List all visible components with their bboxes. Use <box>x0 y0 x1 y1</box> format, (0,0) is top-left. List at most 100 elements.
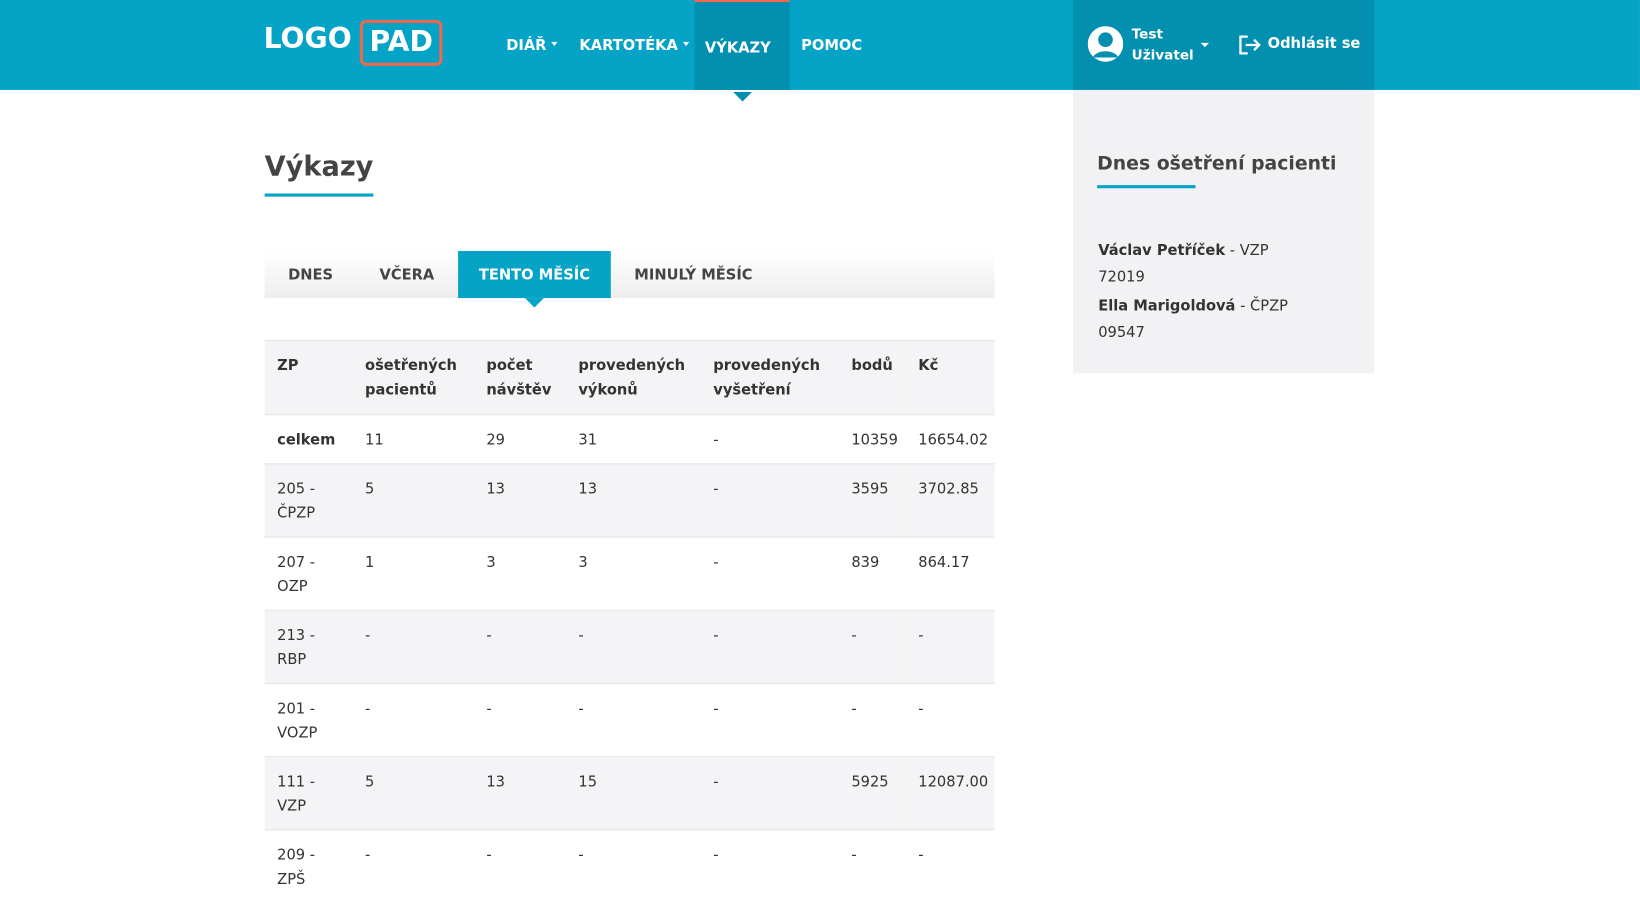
cell: - <box>700 829 839 903</box>
column-header: bodů <box>838 339 906 415</box>
cell: 13 <box>565 463 701 538</box>
cell: - <box>700 609 839 684</box>
table-row: 111 - VZP 5 13 15-5925 12087.00 <box>264 756 995 830</box>
logout-icon <box>1239 35 1261 55</box>
nav-item[interactable]: VÝKAZY <box>694 0 790 102</box>
cell: 5 <box>352 463 474 538</box>
patient-line: Ella Marigoldová - ČPZP <box>1098 294 1359 320</box>
patient: Václav Petříček - VZP 72019 <box>1098 238 1359 290</box>
patient-code: 09547 <box>1098 324 1145 341</box>
header: LOGO PAD DIÁŘ KARTOTÉKA VÝKAZY POMOC Test… <box>0 0 1640 102</box>
tab[interactable]: MINULÝ MĚSÍC <box>634 266 753 284</box>
cell: 3702.85 <box>905 463 995 538</box>
table-row: 207 - OZP 1 3 3-839 864.17 <box>264 536 995 611</box>
user-box: Test Uživatel Odhlásit se <box>1073 0 1375 90</box>
table-row: 213 - RBP - - - - - - <box>264 609 995 684</box>
sidebar: Dnes ošetření pacienti Václav Petříček -… <box>1073 89 1375 374</box>
cell: - <box>700 414 839 464</box>
cell: 3 <box>565 536 701 611</box>
cell: - <box>473 682 566 757</box>
nav-item[interactable]: POMOC <box>801 37 863 55</box>
cell: 839 <box>838 536 906 611</box>
cell: 3 <box>473 536 566 611</box>
patient-code: 72019 <box>1098 268 1145 286</box>
page-title: Výkazy <box>264 152 374 197</box>
user-name: Uživatel <box>1131 48 1194 64</box>
cell: - <box>352 829 474 903</box>
cell: 11 <box>352 414 474 464</box>
cell: - <box>473 829 566 903</box>
report-table: ZP ošetřených pacientů počet návštěv proved… <box>264 339 995 903</box>
cell: 13 <box>473 756 566 830</box>
cell: 15 <box>565 756 701 830</box>
column-header: Kč <box>905 339 995 415</box>
table-row: 209 - ZPŠ - - - - - - <box>264 829 995 903</box>
table-row: 205 - ČPZP 5 13 13-3595 3702.85 <box>264 463 995 538</box>
cell: 5925 <box>838 756 906 830</box>
table-row: celkem 11 29 31-10359 16654.02 <box>264 414 995 464</box>
logout[interactable]: Odhlásit se <box>1267 35 1361 53</box>
cell: - <box>905 682 995 757</box>
cell: - <box>838 682 906 757</box>
user-menu[interactable]: Test Uživatel <box>1132 25 1194 67</box>
column-header: provedených výkonů <box>565 339 701 415</box>
cell: - <box>838 829 906 903</box>
cell: 201 - VOZP <box>264 682 353 757</box>
cell: - <box>905 609 995 684</box>
patient-line: Václav Petříček - VZP <box>1098 238 1359 264</box>
nav-item[interactable]: DIÁŘ <box>496 0 569 90</box>
tab[interactable]: VČERA <box>379 266 435 284</box>
user-icon <box>1087 26 1124 62</box>
cell: 209 - ZPŠ <box>264 829 353 903</box>
cell: 205 - ČPZP <box>264 463 353 538</box>
logo-text: LOGO <box>263 23 352 56</box>
cell: - <box>838 609 906 684</box>
cell: - <box>352 682 474 757</box>
tab[interactable]: DNES <box>288 266 334 284</box>
patient-list: Václav Petříček - VZP 72019 Ella Marigoldo… <box>1098 238 1359 349</box>
patient-insurer: - ČPZP <box>1240 298 1288 315</box>
cell: 16654.02 <box>905 414 995 464</box>
cell: 29 <box>473 414 566 464</box>
user-name: Test <box>1131 27 1163 43</box>
cell: 864.17 <box>905 536 995 611</box>
cell: - <box>565 609 701 684</box>
cell: - <box>700 682 839 757</box>
cell: - <box>700 463 839 538</box>
logo-text: PAD <box>360 19 443 66</box>
tab[interactable]: TENTO MĚSÍC <box>458 251 611 308</box>
cell: 207 - OZP <box>264 536 353 611</box>
cell: - <box>473 609 566 684</box>
cell: - <box>905 829 995 903</box>
cell: 111 - VZP <box>264 756 353 830</box>
table-row: 201 - VOZP - - - - - - <box>264 682 995 757</box>
logo[interactable]: LOGO PAD <box>263 19 443 66</box>
cell: - <box>700 756 839 830</box>
column-header: počet návštěv <box>473 339 566 415</box>
cell: 31 <box>565 414 701 464</box>
cell: - <box>565 829 701 903</box>
cell: 5 <box>352 756 474 830</box>
sidebar-title: Dnes ošetření pacienti <box>1097 153 1336 189</box>
cell: 10359 <box>838 414 906 464</box>
cell: 13 <box>473 463 566 538</box>
column-header: provedených vyšetření <box>700 339 839 415</box>
cell: - <box>352 609 474 684</box>
cell: - <box>700 536 839 611</box>
tabs: DNES VČERA TENTO MĚSÍC MINULÝ MĚSÍC <box>264 251 995 308</box>
cell: - <box>565 682 701 757</box>
cell: 1 <box>352 536 474 611</box>
patient-name: Ella Marigoldová <box>1098 298 1236 315</box>
column-header: ošetřených pacientů <box>352 339 474 415</box>
cell: celkem <box>264 414 353 464</box>
header-row: ZP ošetřených pacientů počet návštěv proved… <box>264 339 995 415</box>
cell: 12087.00 <box>905 756 995 830</box>
patient: Ella Marigoldová - ČPZP 09547 <box>1098 294 1359 346</box>
nav-item[interactable]: KARTOTÉKA <box>569 0 700 90</box>
caret <box>1200 42 1210 48</box>
patient-name: Václav Petříček <box>1098 242 1226 260</box>
cell: 3595 <box>838 463 906 538</box>
cell: 213 - RBP <box>264 609 353 684</box>
